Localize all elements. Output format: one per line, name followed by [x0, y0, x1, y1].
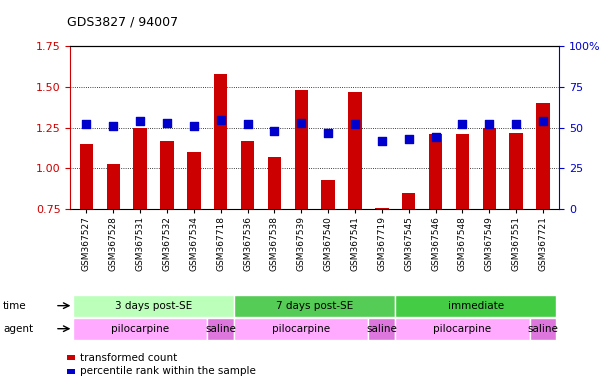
Text: pilocarpine: pilocarpine — [111, 324, 169, 334]
Bar — [395, 295, 557, 317]
Bar — [160, 141, 174, 209]
Text: 3 days post-SE: 3 days post-SE — [115, 301, 192, 311]
Text: transformed count: transformed count — [80, 353, 177, 363]
Bar — [73, 318, 207, 340]
Bar — [321, 180, 335, 209]
Bar — [536, 103, 550, 209]
Text: 7 days post-SE: 7 days post-SE — [276, 301, 353, 311]
Bar — [456, 134, 469, 209]
Text: saline: saline — [527, 324, 558, 334]
Point — [458, 121, 467, 127]
Text: pilocarpine: pilocarpine — [272, 324, 331, 334]
Point — [189, 123, 199, 129]
Point — [296, 120, 306, 126]
Bar — [402, 193, 415, 209]
Bar — [348, 92, 362, 209]
Point — [216, 116, 225, 122]
Bar — [73, 295, 234, 317]
Point — [269, 128, 279, 134]
Bar — [241, 141, 254, 209]
Text: saline: saline — [205, 324, 236, 334]
Point — [135, 118, 145, 124]
Point — [108, 123, 118, 129]
Point — [538, 118, 548, 124]
Bar — [429, 134, 442, 209]
Bar — [368, 318, 395, 340]
Text: time: time — [3, 301, 27, 311]
Text: pilocarpine: pilocarpine — [433, 324, 491, 334]
Point — [81, 121, 91, 127]
Bar — [395, 318, 530, 340]
Bar — [510, 132, 523, 209]
Bar — [234, 295, 395, 317]
Bar — [214, 74, 227, 209]
Bar — [133, 127, 147, 209]
Text: percentile rank within the sample: percentile rank within the sample — [80, 366, 256, 376]
Point — [485, 121, 494, 127]
Text: saline: saline — [367, 324, 397, 334]
Point — [162, 120, 172, 126]
Text: GDS3827 / 94007: GDS3827 / 94007 — [67, 15, 178, 28]
Point — [350, 121, 360, 127]
Bar — [207, 318, 234, 340]
Bar — [187, 152, 200, 209]
Text: agent: agent — [3, 324, 33, 334]
Text: immediate: immediate — [448, 301, 504, 311]
Point — [404, 136, 414, 142]
Bar — [375, 208, 389, 209]
Point — [323, 129, 333, 136]
Point — [511, 121, 521, 127]
Bar — [79, 144, 93, 209]
Point — [243, 121, 252, 127]
Bar — [268, 157, 281, 209]
Bar — [483, 127, 496, 209]
Point — [431, 134, 441, 141]
Bar — [530, 318, 557, 340]
Point — [377, 138, 387, 144]
Bar — [106, 164, 120, 209]
Bar — [234, 318, 368, 340]
Bar — [295, 90, 308, 209]
